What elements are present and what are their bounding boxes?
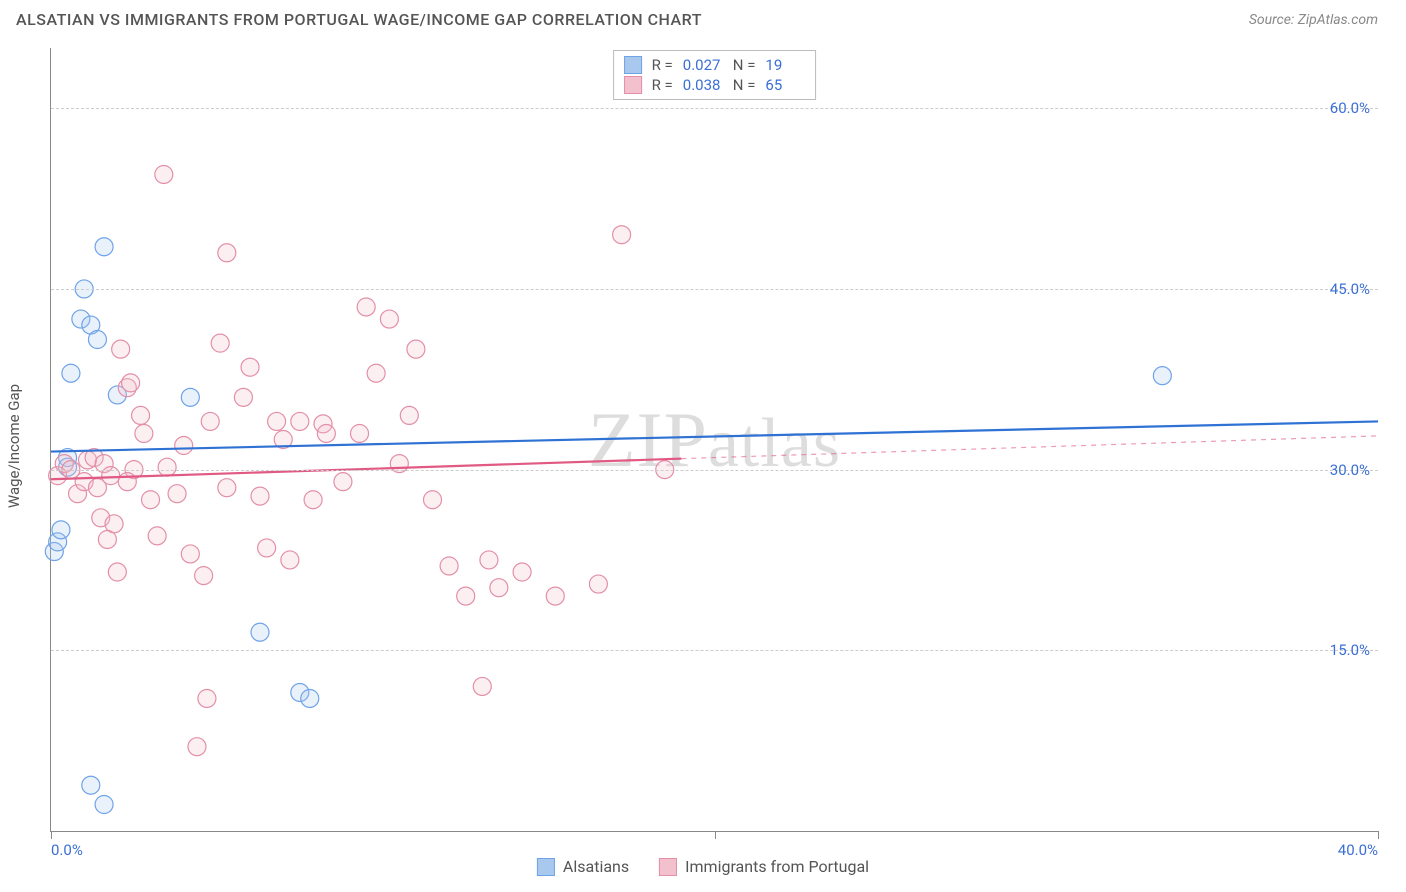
data-point-portugal [98,530,116,548]
data-point-portugal [181,545,199,563]
data-point-portugal [513,563,531,581]
data-point-portugal [122,374,140,392]
r-label: R = [652,76,673,94]
n-label: N = [733,76,756,94]
data-point-alsatians [95,238,113,256]
chart-plot-area: ZIPatlas R = 0.027 N = 19 R = 0.038 N = … [50,48,1378,832]
data-point-portugal [218,244,236,262]
data-point-portugal [304,491,322,509]
series-legend: Alsatians Immigrants from Portugal [537,857,869,876]
data-point-portugal [218,479,236,497]
swatch-portugal [659,858,677,876]
data-point-portugal [613,226,631,244]
data-point-alsatians [62,364,80,382]
swatch-portugal [624,76,642,94]
data-point-portugal [158,458,176,476]
data-point-portugal [168,485,186,503]
legend-label-alsatians: Alsatians [563,857,629,876]
x-tick [715,831,716,839]
data-point-portugal [175,437,193,455]
data-point-alsatians [82,776,100,794]
x-tick-label: 0.0% [51,841,83,859]
data-point-portugal [258,539,276,557]
r-label: R = [652,56,673,74]
data-point-portugal [490,579,508,597]
chart-title: ALSATIAN VS IMMIGRANTS FROM PORTUGAL WAG… [16,10,702,29]
n-value-portugal: 65 [765,76,805,94]
data-point-portugal [142,491,160,509]
y-tick-label: 60.0% [1330,99,1370,117]
swatch-alsatians [624,56,642,74]
gridline [51,650,1378,651]
data-point-portugal [380,310,398,328]
gridline [51,289,1378,290]
scatter-svg [51,48,1378,831]
data-point-alsatians [181,388,199,406]
data-point-portugal [135,424,153,442]
legend-item-portugal: Immigrants from Portugal [659,857,869,876]
data-point-portugal [211,334,229,352]
data-point-alsatians [1153,367,1171,385]
data-point-portugal [155,165,173,183]
legend-item-alsatians: Alsatians [537,857,629,876]
legend-label-portugal: Immigrants from Portugal [685,857,869,876]
data-point-portugal [407,340,425,358]
swatch-alsatians [537,858,555,876]
data-point-portugal [112,340,130,358]
data-point-alsatians [88,331,106,349]
data-point-portugal [424,491,442,509]
data-point-portugal [317,424,335,442]
data-point-alsatians [301,689,319,707]
data-point-portugal [148,527,166,545]
data-point-portugal [457,587,475,605]
x-tick-label: 40.0% [1338,841,1378,859]
data-point-portugal [473,677,491,695]
data-point-portugal [118,473,136,491]
r-value-alsatians: 0.027 [683,56,723,74]
data-point-portugal [334,473,352,491]
source-attribution: Source: ZipAtlas.com [1249,12,1378,28]
trendline-alsatians [51,421,1378,451]
data-point-portugal [480,551,498,569]
x-tick [1378,831,1379,839]
data-point-portugal [188,738,206,756]
y-tick-label: 15.0% [1330,641,1370,659]
y-tick-label: 30.0% [1330,461,1370,479]
data-point-portugal [440,557,458,575]
r-value-portugal: 0.038 [683,76,723,94]
data-point-portugal [589,575,607,593]
data-point-portugal [400,406,418,424]
data-point-portugal [268,412,286,430]
y-axis-label: Wage/Income Gap [5,384,23,508]
data-point-portugal [251,487,269,505]
data-point-portugal [281,551,299,569]
data-point-portugal [357,298,375,316]
legend-row-portugal: R = 0.038 N = 65 [624,75,806,95]
data-point-portugal [234,388,252,406]
data-point-portugal [367,364,385,382]
chart-header: ALSATIAN VS IMMIGRANTS FROM PORTUGAL WAG… [0,0,1406,39]
data-point-portugal [198,689,216,707]
data-point-portugal [201,412,219,430]
data-point-portugal [132,406,150,424]
data-point-portugal [241,358,259,376]
correlation-legend: R = 0.027 N = 19 R = 0.038 N = 65 [613,50,817,100]
n-value-alsatians: 19 [765,56,805,74]
data-point-portugal [351,424,369,442]
data-point-portugal [291,412,309,430]
data-point-portugal [108,563,126,581]
gridline [51,108,1378,109]
data-point-portugal [195,567,213,585]
x-tick [51,831,52,839]
data-point-alsatians [52,521,70,539]
y-tick-label: 45.0% [1330,280,1370,298]
trendline-extrapolation-portugal [681,436,1378,459]
data-point-alsatians [251,623,269,641]
gridline [51,470,1378,471]
n-label: N = [733,56,756,74]
data-point-portugal [546,587,564,605]
data-point-alsatians [95,795,113,813]
legend-row-alsatians: R = 0.027 N = 19 [624,55,806,75]
